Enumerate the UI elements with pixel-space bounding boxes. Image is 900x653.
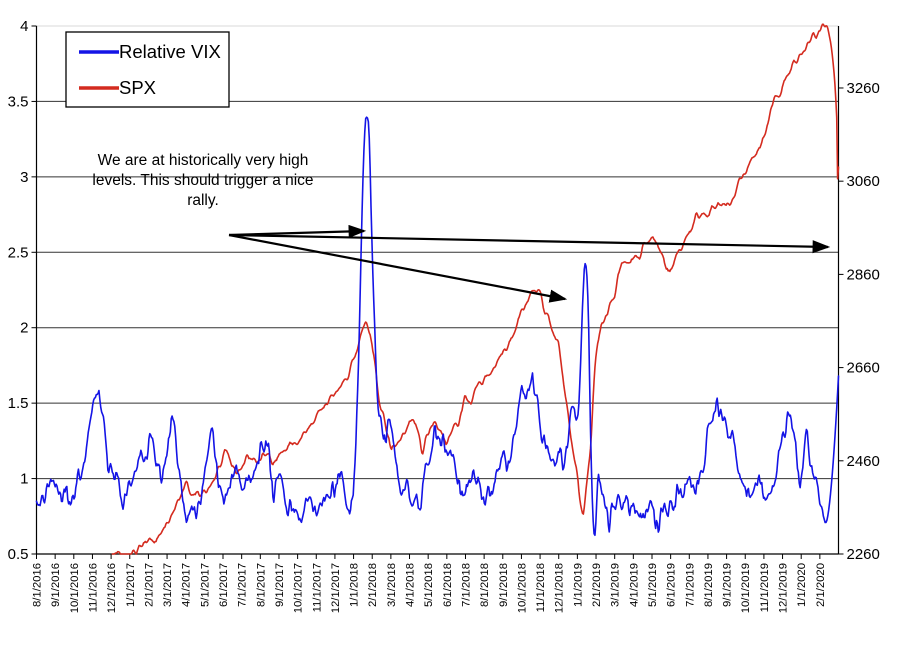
svg-text:4: 4 (20, 18, 28, 35)
svg-text:2/1/2017: 2/1/2017 (143, 563, 155, 607)
svg-text:levels. This should trigger a: levels. This should trigger a nice (92, 172, 313, 189)
svg-text:9/1/2019: 9/1/2019 (722, 563, 734, 607)
svg-text:3/1/2017: 3/1/2017 (162, 563, 174, 607)
svg-text:9/1/2017: 9/1/2017 (274, 563, 286, 607)
svg-text:3: 3 (20, 169, 28, 186)
svg-text:0.5: 0.5 (8, 546, 29, 563)
svg-text:SPX: SPX (119, 77, 156, 98)
svg-text:10/1/2017: 10/1/2017 (293, 563, 305, 613)
svg-text:3/1/2018: 3/1/2018 (386, 563, 398, 607)
svg-text:11/1/2019: 11/1/2019 (759, 563, 771, 612)
svg-text:11/1/2016: 11/1/2016 (87, 563, 99, 612)
svg-text:2/1/2018: 2/1/2018 (367, 563, 379, 607)
svg-text:1/1/2018: 1/1/2018 (349, 563, 361, 607)
svg-text:9/1/2016: 9/1/2016 (50, 563, 62, 607)
svg-text:1/1/2017: 1/1/2017 (125, 563, 137, 607)
svg-text:3260: 3260 (847, 80, 880, 97)
svg-text:5/1/2018: 5/1/2018 (423, 563, 435, 607)
svg-text:12/1/2019: 12/1/2019 (778, 563, 790, 613)
svg-text:2.5: 2.5 (8, 244, 29, 261)
svg-text:12/1/2018: 12/1/2018 (554, 563, 566, 613)
svg-text:12/1/2016: 12/1/2016 (106, 563, 118, 613)
svg-text:2860: 2860 (847, 266, 880, 283)
svg-text:2460: 2460 (847, 453, 880, 470)
svg-text:4/1/2019: 4/1/2019 (628, 563, 640, 607)
svg-text:3060: 3060 (847, 173, 880, 190)
svg-text:8/1/2018: 8/1/2018 (479, 563, 491, 607)
svg-text:12/1/2017: 12/1/2017 (330, 563, 342, 613)
svg-text:8/1/2019: 8/1/2019 (703, 563, 715, 607)
svg-text:rally.: rally. (187, 192, 219, 209)
svg-text:1/1/2020: 1/1/2020 (796, 563, 808, 607)
svg-text:2260: 2260 (847, 546, 880, 563)
svg-text:7/1/2017: 7/1/2017 (237, 563, 249, 607)
svg-text:4/1/2018: 4/1/2018 (405, 563, 417, 607)
svg-text:11/1/2017: 11/1/2017 (311, 563, 323, 612)
svg-text:1.5: 1.5 (8, 395, 29, 412)
svg-text:3/1/2019: 3/1/2019 (610, 563, 622, 607)
svg-text:6/1/2019: 6/1/2019 (666, 563, 678, 607)
svg-text:4/1/2017: 4/1/2017 (181, 563, 193, 607)
svg-text:6/1/2017: 6/1/2017 (218, 563, 230, 607)
svg-text:8/1/2016: 8/1/2016 (32, 563, 44, 607)
svg-text:6/1/2018: 6/1/2018 (442, 563, 454, 607)
svg-text:We are at historically very hi: We are at historically very high (98, 152, 309, 169)
svg-text:3.5: 3.5 (8, 93, 29, 110)
svg-text:5/1/2017: 5/1/2017 (199, 563, 211, 607)
svg-text:7/1/2019: 7/1/2019 (684, 563, 696, 607)
svg-text:11/1/2018: 11/1/2018 (535, 563, 547, 612)
svg-text:10/1/2018: 10/1/2018 (516, 563, 528, 613)
svg-text:5/1/2019: 5/1/2019 (647, 563, 659, 607)
svg-text:Relative VIX: Relative VIX (119, 41, 221, 62)
svg-text:9/1/2018: 9/1/2018 (498, 563, 510, 607)
svg-text:2/1/2020: 2/1/2020 (815, 563, 827, 607)
svg-text:7/1/2018: 7/1/2018 (460, 563, 472, 607)
svg-text:2660: 2660 (847, 360, 880, 377)
svg-text:10/1/2019: 10/1/2019 (740, 563, 752, 613)
svg-text:1/1/2019: 1/1/2019 (572, 563, 584, 607)
svg-text:2/1/2019: 2/1/2019 (591, 563, 603, 607)
svg-text:1: 1 (20, 471, 28, 488)
svg-text:2: 2 (20, 320, 28, 337)
svg-text:10/1/2016: 10/1/2016 (69, 563, 81, 613)
svg-text:8/1/2017: 8/1/2017 (255, 563, 267, 607)
